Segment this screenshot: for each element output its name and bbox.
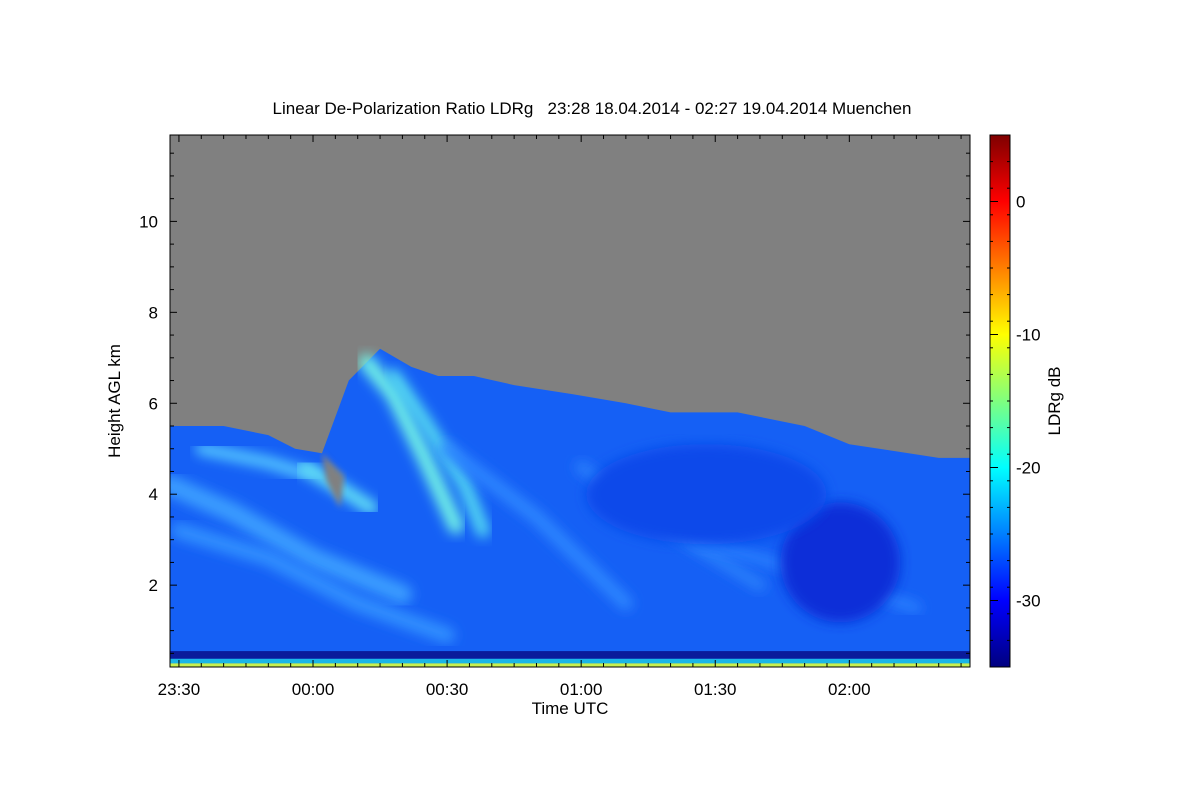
gap-region — [321, 453, 345, 508]
colorbar-tick-label: -10 — [1016, 326, 1041, 345]
surface-band-yellow — [170, 663, 970, 667]
x-tick-label: 01:30 — [694, 680, 737, 699]
y-axis-label: Height AGL km — [105, 344, 124, 458]
x-axis-label: Time UTC — [532, 699, 609, 718]
low-ldr-region — [780, 502, 901, 623]
colorbar-tick-label: -20 — [1016, 459, 1041, 478]
surface-band-dark — [170, 651, 970, 659]
colorbar-tick-label: -30 — [1016, 592, 1041, 611]
x-tick-label: 00:30 — [426, 680, 469, 699]
x-axis: 23:30 00:00 00:30 01:00 01:30 02:00 — [158, 135, 962, 699]
y-tick-label: 8 — [149, 303, 158, 322]
x-tick-label: 01:00 — [560, 680, 603, 699]
depolarization-streak — [195, 442, 320, 483]
chart-title: Linear De-Polarization Ratio LDRg 23:28 … — [273, 99, 912, 118]
y-tick-label: 10 — [139, 212, 158, 231]
colorbar-tick-label: 0 — [1016, 193, 1025, 212]
x-tick-label: 23:30 — [158, 680, 201, 699]
surface-band-cyan — [170, 658, 970, 664]
backscatter-layer — [170, 348, 970, 667]
colorbar-ticks: 0 -10 -20 -30 — [990, 134, 1041, 668]
depolarization-streak — [440, 441, 633, 611]
x-tick-label: 00:00 — [292, 680, 335, 699]
y-axis: 2 4 6 8 10 — [139, 152, 970, 654]
y-tick-label: 6 — [149, 394, 158, 413]
colorbar: 0 -10 -20 -30 LDRg dB — [989, 134, 1064, 668]
depolarization-streak — [170, 475, 413, 605]
plot-frame — [169, 134, 971, 668]
x-tick-label: 02:00 — [828, 680, 871, 699]
plot-area — [169, 134, 971, 668]
depolarization-streak — [358, 354, 465, 535]
depolarization-streak — [170, 522, 456, 644]
low-ldr-region — [586, 444, 827, 545]
y-tick-label: 4 — [149, 485, 158, 504]
y-tick-label: 2 — [149, 576, 158, 595]
colorbar-label: LDRg dB — [1045, 367, 1064, 436]
